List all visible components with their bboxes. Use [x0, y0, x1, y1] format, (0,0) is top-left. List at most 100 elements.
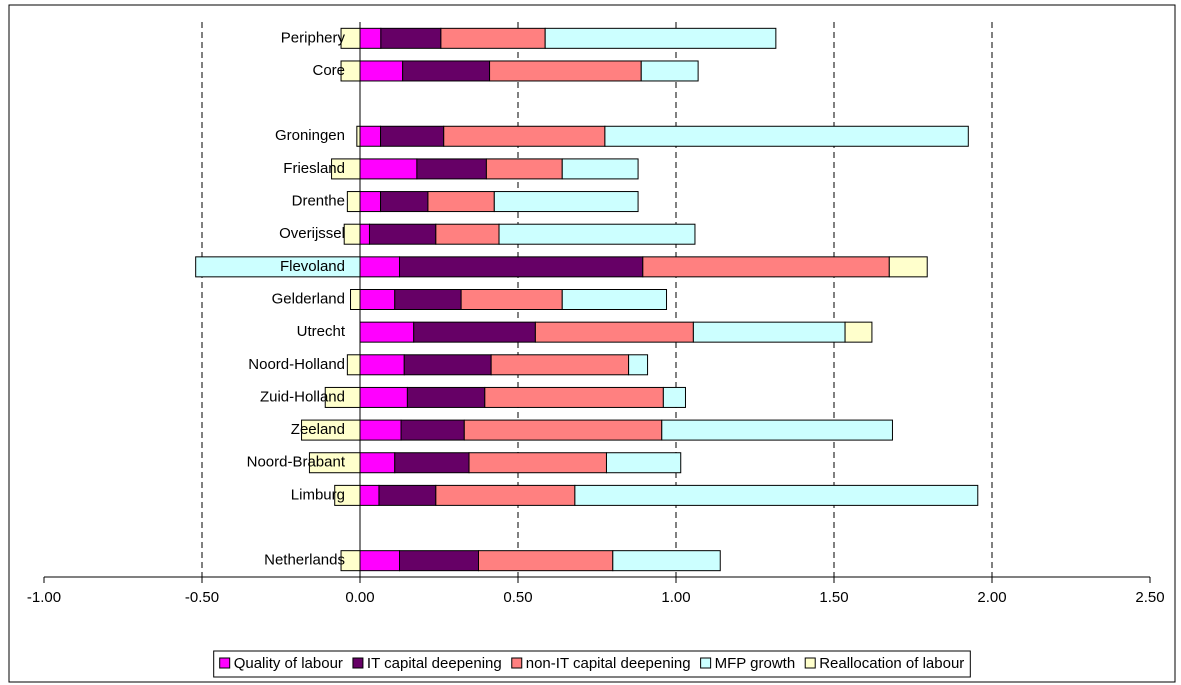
bar-segment [605, 452, 682, 474]
bar-segment [359, 354, 405, 376]
bar-segment [331, 158, 361, 180]
x-tick-label: -0.50 [185, 589, 219, 606]
bar-segment [308, 452, 361, 474]
bar-segment [399, 550, 479, 572]
bar-segment [443, 125, 606, 147]
legend-swatch [804, 657, 816, 669]
bar-segment [324, 386, 361, 408]
category-label: Limburg [291, 486, 345, 503]
bar-segment [460, 289, 563, 310]
bar-segment [406, 386, 486, 408]
bar-segment [493, 191, 639, 213]
bar-segment [399, 256, 644, 278]
bar-segment [661, 419, 893, 441]
bar-segment [612, 550, 721, 572]
bar-segment [435, 223, 500, 245]
legend-swatch [219, 657, 231, 669]
x-tick-label: 2.00 [977, 589, 1006, 606]
legend-label: Reallocation of labour [819, 655, 964, 672]
bar-segment [400, 419, 465, 441]
bar-segment [334, 484, 361, 506]
bar-segment [413, 321, 536, 343]
legend-label: non-IT capital deepening [526, 655, 691, 672]
category-label: Gelderland [272, 290, 345, 307]
category-label: Noord-Holland [248, 356, 345, 373]
bar-segment [359, 158, 418, 180]
chart-frame [8, 4, 1176, 683]
bar-segment [394, 452, 470, 474]
bar-segment [356, 125, 361, 147]
category-label: Core [312, 62, 345, 79]
bar-segment [359, 60, 404, 82]
bar-segment [642, 256, 890, 278]
bar-segment [463, 419, 663, 441]
bar-segment [485, 158, 563, 180]
bar-segment [888, 256, 928, 278]
labels: -1.00 -0.50 0.00 0.50 1.00 1.50 2.00 2.50 Periph… [27, 29, 1165, 606]
category-label: Friesland [283, 160, 345, 177]
bar-segment [359, 321, 415, 343]
legend-label: IT capital deepening [367, 655, 502, 672]
bar-segment [478, 550, 614, 572]
bar-segment [435, 484, 576, 506]
category-label: Utrecht [297, 323, 346, 340]
bar-segment [534, 321, 694, 343]
legend-label: Quality of labour [234, 655, 343, 672]
bar-segment [195, 256, 361, 278]
category-label: Drenthe [292, 193, 345, 210]
bar-segment [394, 289, 462, 310]
bar-segment [359, 27, 382, 49]
category-label: Zuid-Holland [260, 388, 345, 405]
category-label: Netherlands [264, 552, 345, 569]
bar-segment [380, 191, 429, 213]
category-label: Periphery [281, 29, 346, 46]
bar-segment [604, 125, 969, 147]
bar-segment [359, 419, 402, 441]
bar-segment [484, 386, 664, 408]
bars [195, 27, 979, 572]
bar-segment [346, 191, 361, 213]
bar-segment [844, 321, 873, 343]
x-tick-label: 0.00 [345, 589, 374, 606]
bar-segment [359, 223, 370, 245]
bar-segment [359, 452, 396, 474]
x-tick-label: -1.00 [27, 589, 61, 606]
bar-segment [350, 289, 361, 310]
bar-segment [403, 354, 492, 376]
category-label: Groningen [275, 127, 345, 144]
bar-segment [359, 386, 408, 408]
bar-segment [427, 191, 495, 213]
bar-segment [440, 27, 546, 49]
category-label: Noord-Brabant [247, 454, 346, 471]
bar-segment [498, 223, 696, 245]
bar-segment [628, 354, 649, 376]
legend: Quality of labour IT capital deepening non… [213, 650, 971, 678]
bar-segment [340, 60, 361, 82]
bar-segment [359, 484, 380, 506]
legend-swatch [352, 657, 364, 669]
bar-segment [561, 158, 639, 180]
bar-segment [359, 125, 382, 147]
bar-segment [662, 386, 686, 408]
category-label: Zeeland [291, 421, 345, 438]
category-label: Overijssel [279, 225, 345, 242]
bar-segment [359, 289, 396, 310]
legend-swatch [700, 657, 712, 669]
bar-segment [359, 256, 400, 278]
bar-segment [380, 27, 442, 49]
bar-segment [489, 60, 642, 82]
legend-label: MFP growth [715, 655, 796, 672]
bar-segment [343, 223, 361, 245]
bar-segment [692, 321, 846, 343]
bar-segment [340, 550, 361, 572]
bar-segment [561, 289, 668, 310]
bar-segment [544, 27, 777, 49]
legend-swatch [511, 657, 523, 669]
bar-segment [640, 60, 699, 82]
legend-box [213, 650, 971, 678]
x-tick-label: 1.00 [661, 589, 690, 606]
bar-segment [416, 158, 487, 180]
bar-segment [340, 27, 361, 49]
